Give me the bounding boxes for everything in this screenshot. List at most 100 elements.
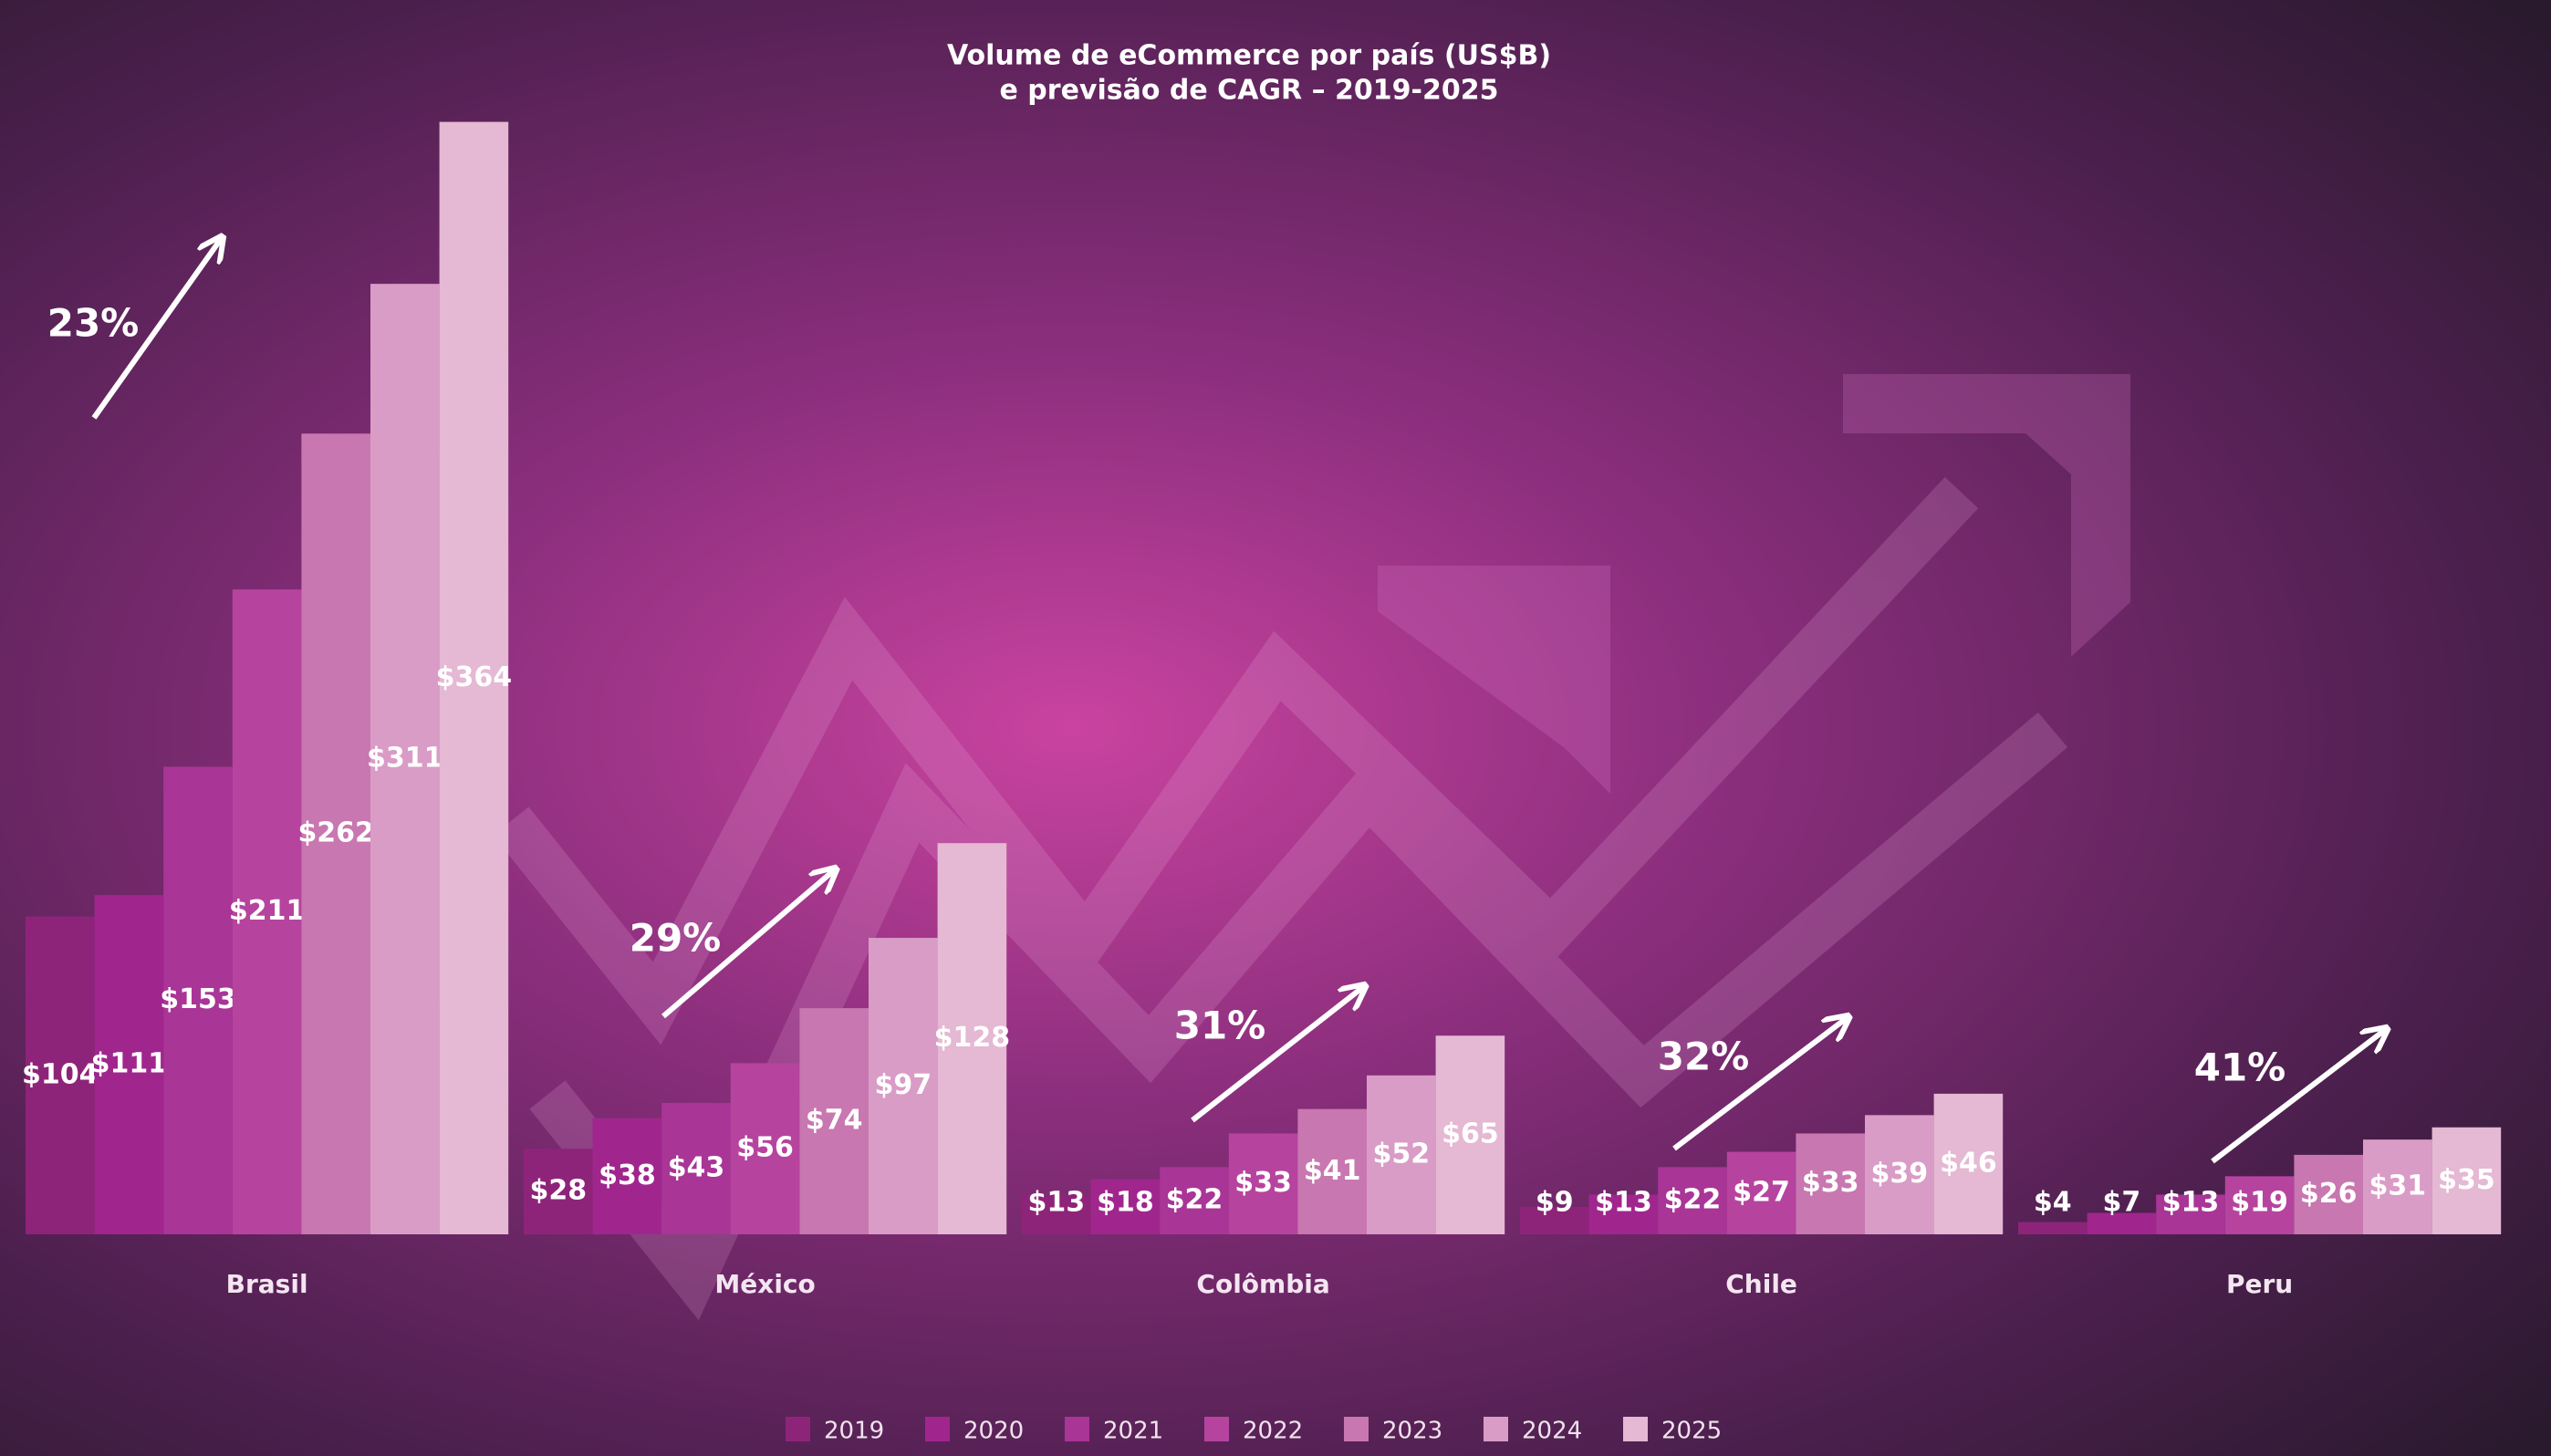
legend-label: 2022 bbox=[1243, 1418, 1303, 1445]
bar bbox=[1367, 1075, 1436, 1234]
bar bbox=[2224, 1176, 2295, 1234]
value-label: $43 bbox=[668, 1151, 725, 1183]
value-label: $22 bbox=[1664, 1184, 1722, 1216]
value-label: $31 bbox=[2369, 1170, 2426, 1202]
bar bbox=[1228, 1133, 1298, 1234]
bar bbox=[370, 284, 440, 1234]
legend-swatch bbox=[1623, 1417, 1648, 1441]
decor-arrows bbox=[493, 476, 2068, 1321]
legend-swatch bbox=[925, 1417, 950, 1441]
bar bbox=[232, 589, 302, 1234]
bar bbox=[799, 1008, 869, 1234]
bar bbox=[301, 433, 370, 1234]
bar bbox=[1297, 1108, 1367, 1234]
bar bbox=[1865, 1115, 1934, 1234]
value-label: $35 bbox=[2438, 1164, 2495, 1196]
bar bbox=[592, 1118, 662, 1234]
legend-swatch bbox=[1204, 1417, 1229, 1441]
cagr-arrow bbox=[1191, 987, 1363, 1123]
value-label: $13 bbox=[1595, 1187, 1652, 1219]
value-label: $104 bbox=[22, 1058, 99, 1090]
legend-label: 2020 bbox=[963, 1418, 1024, 1445]
bar bbox=[1933, 1093, 2004, 1234]
value-label: $262 bbox=[297, 817, 374, 849]
bar bbox=[1726, 1151, 1796, 1234]
legend-swatch bbox=[1344, 1417, 1369, 1441]
value-label: $65 bbox=[1442, 1118, 1499, 1150]
legend-label: 2025 bbox=[1661, 1418, 1722, 1445]
value-label: $19 bbox=[2231, 1187, 2288, 1219]
value-label: $9 bbox=[1536, 1187, 1574, 1219]
legend-swatch bbox=[786, 1417, 810, 1441]
bar bbox=[439, 121, 509, 1235]
value-label: $41 bbox=[1304, 1155, 1361, 1187]
bar bbox=[1160, 1167, 1229, 1234]
bar bbox=[2431, 1127, 2502, 1234]
cagr-arrow bbox=[91, 239, 221, 420]
legend-swatch bbox=[1484, 1417, 1508, 1441]
x-tick-label: México bbox=[714, 1269, 815, 1299]
value-label: $33 bbox=[1234, 1167, 1292, 1199]
value-label: $46 bbox=[1940, 1147, 1997, 1179]
value-label: $13 bbox=[2162, 1187, 2220, 1219]
legend-label: 2021 bbox=[1103, 1418, 1163, 1445]
bar bbox=[661, 1102, 731, 1234]
legend-label: 2019 bbox=[824, 1418, 884, 1445]
decor-arrowheads bbox=[1378, 374, 2130, 794]
legend-label: 2024 bbox=[1522, 1418, 1582, 1445]
bar bbox=[2087, 1212, 2157, 1234]
value-label: $39 bbox=[1870, 1158, 1928, 1190]
bar bbox=[1520, 1206, 1589, 1234]
value-label: $364 bbox=[436, 661, 513, 693]
cagr-label: 29% bbox=[630, 916, 722, 961]
value-label: $26 bbox=[2300, 1178, 2358, 1210]
bar bbox=[2018, 1222, 2088, 1234]
cagr-label: 41% bbox=[2194, 1045, 2286, 1090]
x-tick-label: Chile bbox=[1725, 1269, 1797, 1299]
cagr-arrow bbox=[2211, 1030, 2385, 1164]
bar bbox=[730, 1063, 800, 1234]
bar bbox=[869, 938, 938, 1234]
value-label: $211 bbox=[229, 895, 306, 927]
bar bbox=[1588, 1194, 1659, 1234]
cagr-label: 23% bbox=[47, 301, 140, 346]
bar bbox=[2156, 1194, 2225, 1234]
bar bbox=[1435, 1035, 1505, 1234]
value-label: $128 bbox=[934, 1022, 1011, 1054]
bar bbox=[524, 1149, 593, 1234]
value-label: $27 bbox=[1733, 1176, 1790, 1208]
cagr-label: 32% bbox=[1658, 1035, 1750, 1079]
bar bbox=[937, 843, 1007, 1234]
chart-title: Volume de eCommerce por país (US$B) bbox=[947, 40, 1551, 72]
value-label: $7 bbox=[2103, 1187, 2141, 1219]
value-label: $22 bbox=[1166, 1184, 1223, 1216]
value-label: $18 bbox=[1097, 1187, 1154, 1219]
x-tick-label: Brasil bbox=[226, 1269, 308, 1299]
value-label: $13 bbox=[1027, 1187, 1085, 1219]
value-label: $74 bbox=[806, 1105, 863, 1137]
legend-label: 2023 bbox=[1382, 1418, 1442, 1445]
cagr-label: 31% bbox=[1174, 1004, 1266, 1048]
x-tick-label: Colômbia bbox=[1196, 1269, 1329, 1299]
chart-subtitle: e previsão de CAGR – 2019-2025 bbox=[1000, 75, 1499, 107]
legend-swatch bbox=[1065, 1417, 1089, 1441]
value-label: $56 bbox=[736, 1132, 794, 1164]
value-label: $97 bbox=[874, 1069, 932, 1101]
value-label: $52 bbox=[1372, 1138, 1430, 1170]
x-tick-label: Peru bbox=[2226, 1269, 2293, 1299]
value-label: $38 bbox=[599, 1160, 656, 1191]
value-label: $153 bbox=[160, 983, 236, 1015]
bar bbox=[1090, 1179, 1161, 1234]
bar bbox=[2363, 1139, 2432, 1234]
bar bbox=[1022, 1194, 1091, 1234]
value-label: $4 bbox=[2034, 1187, 2072, 1219]
value-label: $111 bbox=[91, 1048, 168, 1080]
value-label: $28 bbox=[529, 1175, 587, 1207]
value-label: $311 bbox=[367, 743, 443, 775]
value-label: $33 bbox=[1802, 1167, 1859, 1199]
cagr-arrow bbox=[661, 870, 834, 1019]
bar bbox=[1658, 1167, 1727, 1234]
bar bbox=[2294, 1154, 2363, 1234]
